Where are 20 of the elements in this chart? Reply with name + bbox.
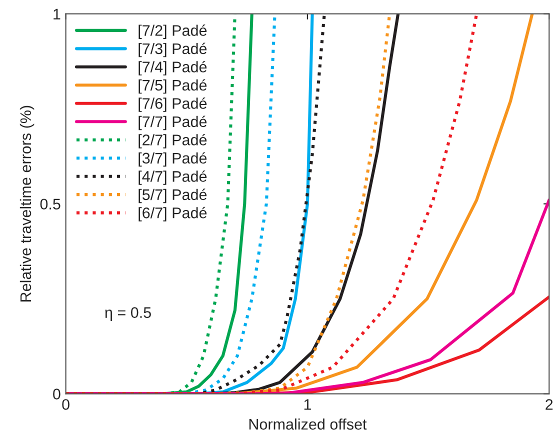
legend-label: [2/7] Padé: [138, 134, 207, 148]
legend-label: [7/2] Padé: [138, 24, 207, 39]
y-tick-label: 0.5: [40, 198, 60, 210]
legend-label: [7/6] Padé: [138, 97, 207, 112]
legend-label: [7/4] Padé: [138, 61, 207, 76]
x-axis-title: Normalized offset: [249, 418, 367, 430]
legend-label: [3/7] Padé: [138, 152, 207, 167]
y-tick-label: 1: [54, 8, 60, 20]
y-tick-label: 0: [53, 388, 60, 400]
x-tick-label: 2: [546, 399, 553, 410]
legend-label: [5/7] Padé: [138, 188, 207, 204]
x-tick-label: 0: [62, 399, 70, 410]
legend-label: [7/7] Padé: [138, 116, 207, 130]
annotation: η = 0.5: [105, 307, 151, 321]
y-axis-title: Relative traveltime errors (%): [20, 106, 34, 302]
legend-label: [4/7] Padé: [138, 170, 207, 185]
legend-label: [7/5] Padé: [138, 79, 207, 94]
x-tick-label: 1: [304, 399, 311, 410]
legend-label: [7/3] Padé: [138, 42, 207, 58]
legend-label: [6/7] Padé: [138, 206, 207, 222]
